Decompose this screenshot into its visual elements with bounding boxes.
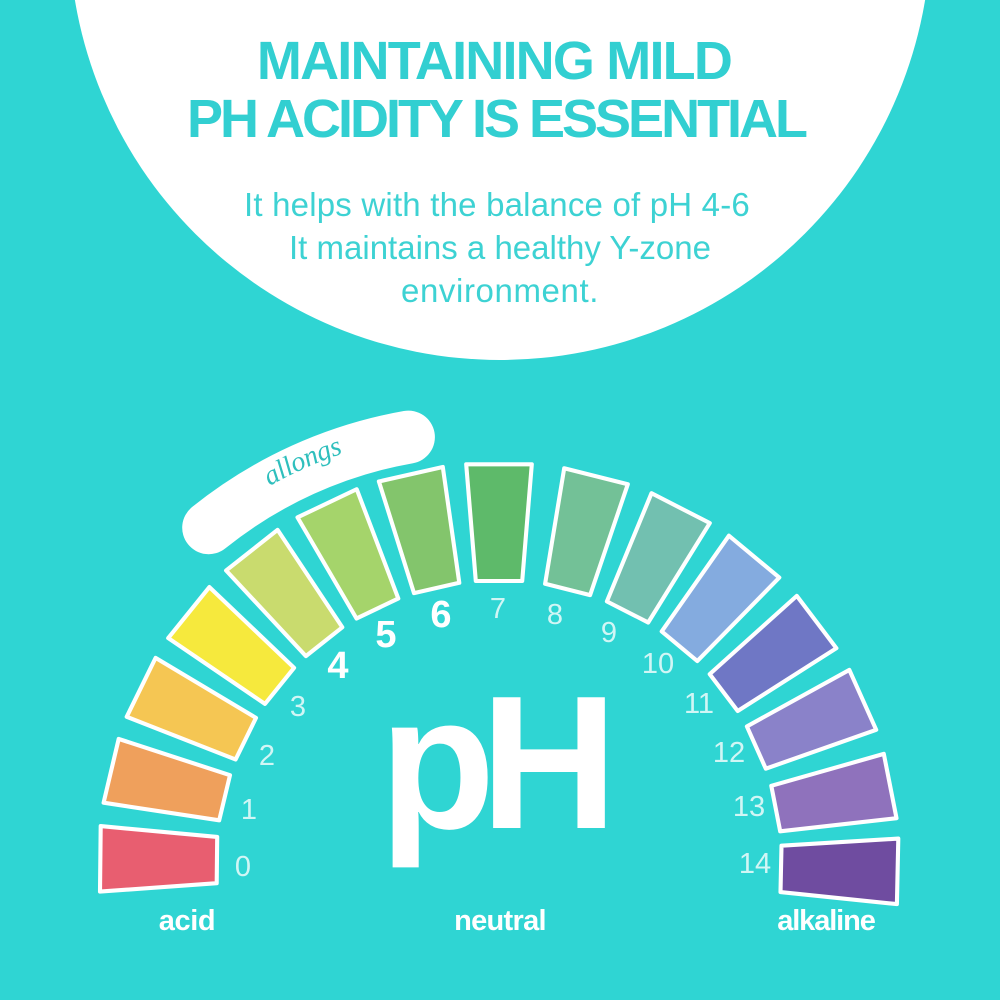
svg-text:13: 13: [733, 791, 765, 823]
svg-text:It maintains a healthy Y-zone: It maintains a healthy Y-zone: [289, 229, 711, 266]
svg-text:0: 0: [235, 851, 251, 883]
svg-text:11: 11: [684, 688, 714, 720]
svg-text:1: 1: [241, 794, 257, 826]
svg-text:3: 3: [290, 691, 306, 723]
svg-text:neutral: neutral: [454, 905, 546, 937]
svg-text:8: 8: [547, 599, 563, 631]
svg-text:12: 12: [713, 737, 745, 769]
svg-text:7: 7: [490, 593, 506, 625]
svg-text:MAINTAINING MILD: MAINTAINING MILD: [257, 31, 731, 91]
svg-text:alkaline: alkaline: [777, 905, 876, 937]
svg-text:PH ACIDITY IS ESSENTIAL: PH ACIDITY IS ESSENTIAL: [187, 89, 807, 149]
svg-text:9: 9: [601, 617, 617, 649]
svg-text:2: 2: [259, 740, 275, 772]
svg-text:It helps with the balance of p: It helps with the balance of pH 4-6: [244, 186, 750, 223]
svg-text:pH: pH: [379, 657, 605, 869]
svg-text:6: 6: [430, 594, 451, 636]
svg-text:4: 4: [327, 645, 348, 687]
svg-text:environment.: environment.: [401, 272, 599, 309]
svg-text:14: 14: [739, 848, 771, 880]
svg-text:acid: acid: [159, 905, 215, 937]
svg-text:10: 10: [642, 648, 674, 680]
svg-text:5: 5: [375, 614, 396, 656]
